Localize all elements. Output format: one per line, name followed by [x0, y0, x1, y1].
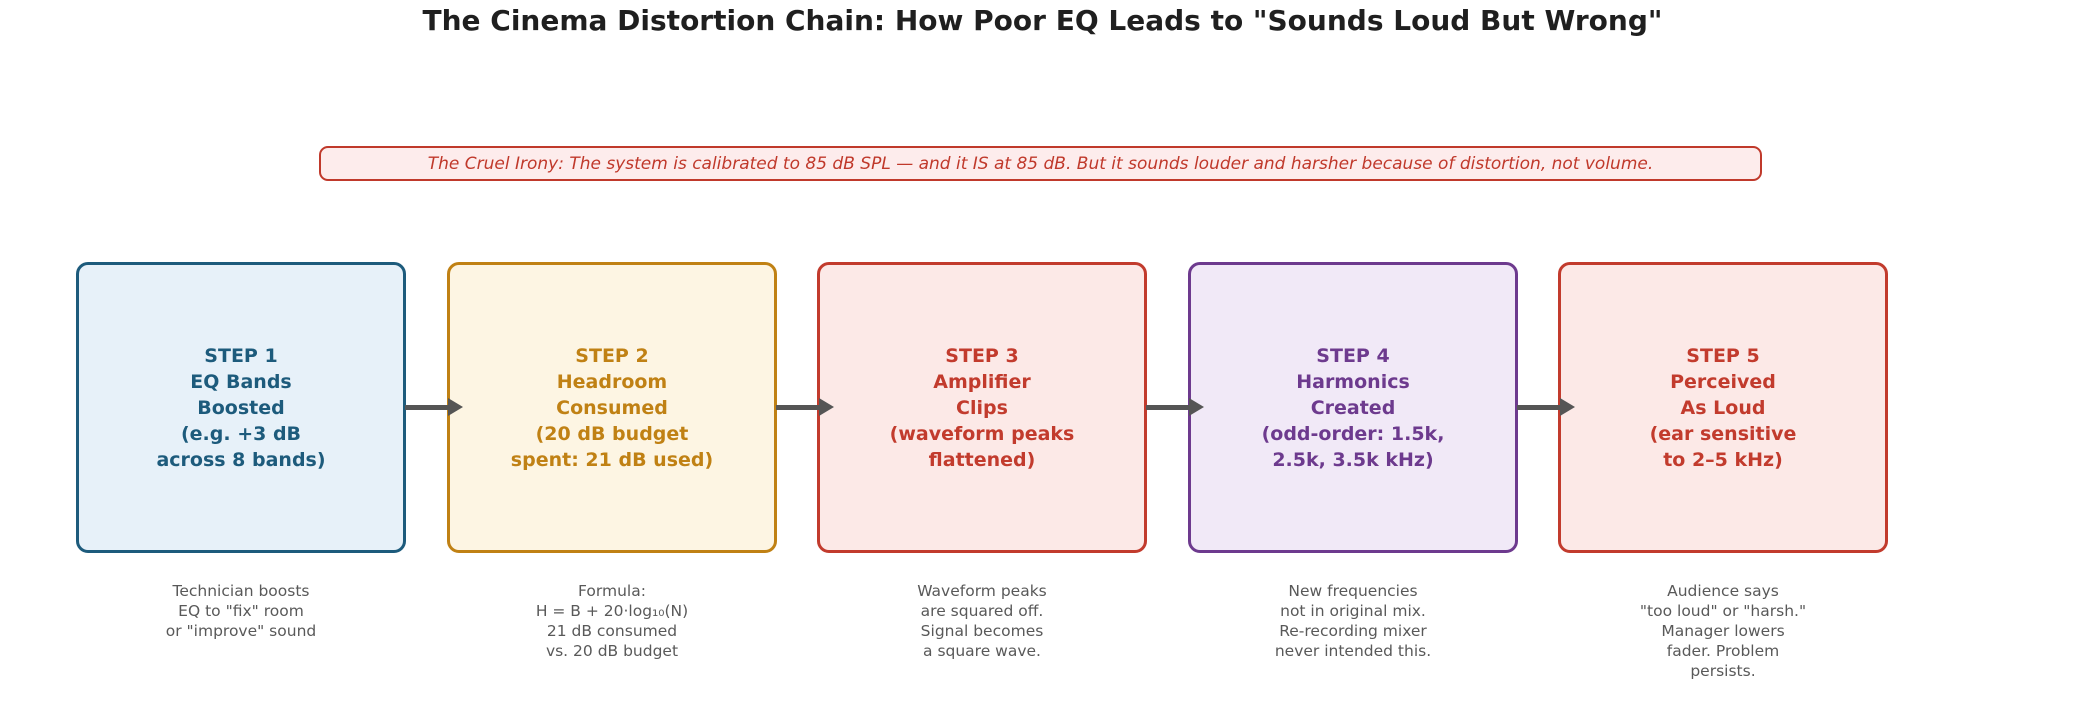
step-4-label: STEP 4 Harmonics Created (odd-order: 1.5… — [1261, 344, 1445, 471]
step-2-label: STEP 2 Headroom Consumed (20 dB budget s… — [510, 344, 714, 471]
step-5-caption: Audience says "too loud" or "harsh." Man… — [1639, 582, 1807, 680]
arrow-shaft — [1517, 405, 1562, 410]
step-box-3: STEP 3 Amplifier Clips (waveform peaks f… — [817, 262, 1147, 553]
arrow-shaft — [405, 405, 450, 410]
page-title: The Cinema Distortion Chain: How Poor EQ… — [422, 4, 1663, 37]
step-box-4: STEP 4 Harmonics Created (odd-order: 1.5… — [1188, 262, 1518, 553]
step-box-2: STEP 2 Headroom Consumed (20 dB budget s… — [447, 262, 777, 553]
arrow-shaft — [776, 405, 821, 410]
step-1-caption: Technician boosts EQ to "fix" room or "i… — [165, 582, 317, 640]
arrow-right-icon — [405, 398, 463, 416]
step-box-5: STEP 5 Perceived As Loud (ear sensitive … — [1558, 262, 1888, 553]
arrow-head — [1189, 398, 1204, 416]
callout-note: The Cruel Irony: The system is calibrate… — [319, 146, 1762, 181]
arrow-right-icon — [776, 398, 834, 416]
arrow-head — [819, 398, 834, 416]
step-1-label: STEP 1 EQ Bands Boosted (e.g. +3 dB acro… — [156, 344, 326, 471]
callout-text: The Cruel Irony: The system is calibrate… — [427, 153, 1654, 174]
step-box-1: STEP 1 EQ Bands Boosted (e.g. +3 dB acro… — [76, 262, 406, 553]
step-3-label: STEP 3 Amplifier Clips (waveform peaks f… — [889, 344, 1075, 471]
step-4-caption: New frequencies not in original mix. Re-… — [1274, 582, 1432, 660]
arrow-right-icon — [1517, 398, 1575, 416]
step-3-caption: Waveform peaks are squared off. Signal b… — [917, 582, 1047, 660]
arrow-head — [1560, 398, 1575, 416]
arrow-shaft — [1146, 405, 1191, 410]
step-5-label: STEP 5 Perceived As Loud (ear sensitive … — [1649, 344, 1797, 471]
arrow-right-icon — [1146, 398, 1204, 416]
step-2-caption: Formula: H = B + 20·log₁₀(N) 21 dB consu… — [535, 582, 689, 660]
arrow-head — [448, 398, 463, 416]
